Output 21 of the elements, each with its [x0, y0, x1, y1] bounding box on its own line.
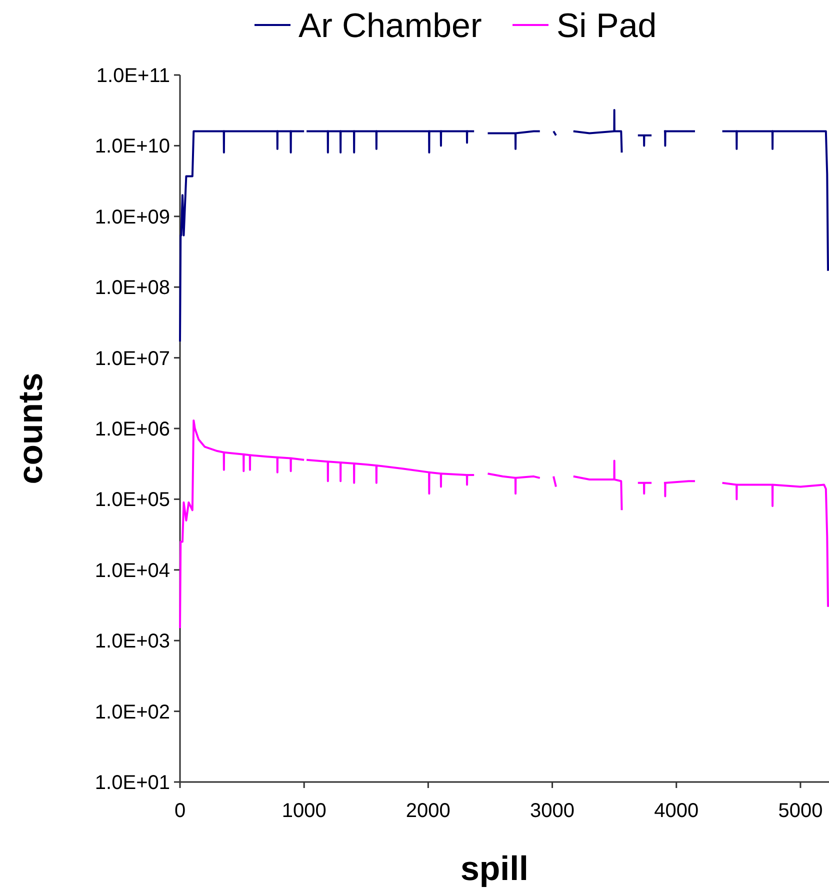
x-tick-label: 1000	[282, 800, 326, 822]
y-tick-label: 1.0E+02	[94, 701, 170, 724]
y-tick-label: 1.0E+10	[94, 136, 170, 158]
y-tick-label: 1.0E+05	[94, 489, 170, 512]
y-axis-title: counts	[12, 372, 50, 484]
legend-label: Si Pad	[556, 6, 657, 45]
x-tick-label: 3000	[530, 800, 575, 822]
x-tick-label: 0	[174, 800, 186, 822]
y-tick-label: 1.0E+06	[94, 418, 170, 440]
y-tick-label: 1.0E+08	[94, 277, 170, 300]
x-tick-label: 4000	[654, 800, 699, 822]
x-axis-title: spill	[460, 850, 529, 888]
y-tick-label: 1.0E+07	[94, 348, 170, 370]
y-tick-label: 1.0E+09	[94, 206, 170, 228]
x-tick-label: 5000	[778, 800, 823, 822]
y-tick-label: 1.0E+01	[94, 772, 170, 794]
legend-label: Ar Chamber	[298, 6, 482, 45]
y-tick-label: 1.0E+04	[94, 560, 170, 582]
y-tick-label: 1.0E+03	[94, 630, 170, 653]
x-tick-label: 2000	[406, 800, 450, 822]
y-tick-label: 1.0E+11	[96, 65, 170, 87]
